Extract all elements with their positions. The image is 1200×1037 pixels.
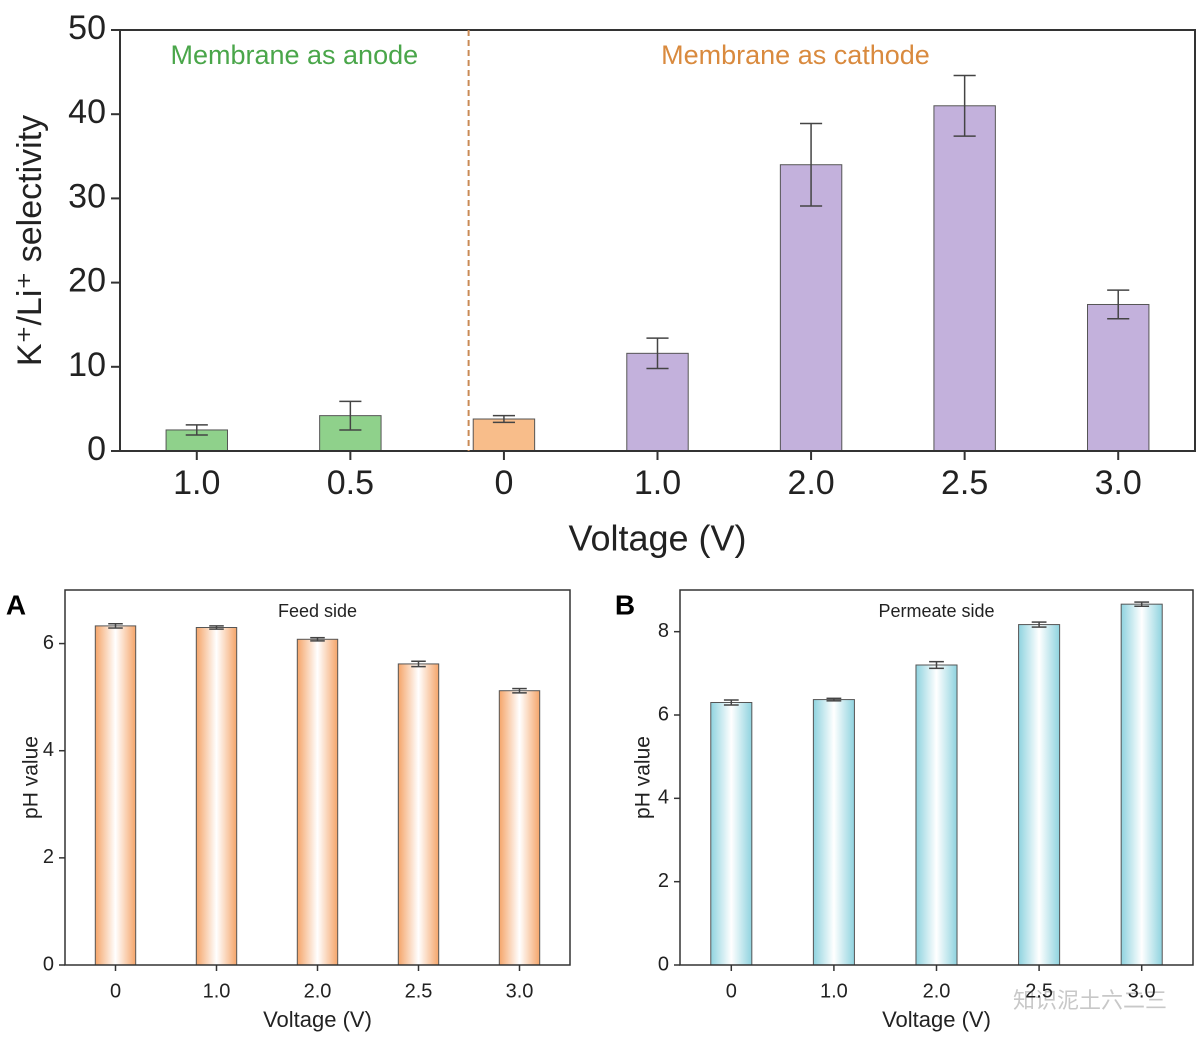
x-tick-label: 3.0 bbox=[1128, 980, 1156, 1002]
annotation: Feed side bbox=[278, 601, 357, 621]
bar bbox=[915, 664, 958, 966]
y-tick-label: 40 bbox=[68, 93, 106, 131]
x-tick-label: 1.0 bbox=[173, 464, 220, 502]
x-tick-label: 2.0 bbox=[923, 980, 951, 1002]
x-tick-label: 3.0 bbox=[1095, 464, 1142, 502]
bar bbox=[397, 663, 440, 966]
y-tick-label: 8 bbox=[658, 620, 669, 642]
x-axis-label: Voltage (V) bbox=[263, 1007, 372, 1032]
x-tick-label: 2.0 bbox=[787, 464, 834, 502]
y-tick-label: 2 bbox=[43, 846, 54, 868]
annotation: Membrane as cathode bbox=[661, 40, 930, 70]
error-bar bbox=[800, 122, 823, 207]
x-tick-label: 0 bbox=[494, 464, 513, 502]
bar bbox=[626, 352, 689, 452]
y-tick-label: 0 bbox=[87, 430, 106, 468]
error-bar bbox=[411, 660, 426, 668]
plot-frame bbox=[119, 29, 1196, 452]
bar bbox=[933, 105, 996, 452]
bar bbox=[195, 627, 238, 966]
y-tick-label: 20 bbox=[68, 262, 106, 300]
x-tick-label: 2.5 bbox=[1025, 980, 1053, 1002]
error-bar bbox=[953, 74, 976, 137]
y-tick-label: 4 bbox=[43, 739, 54, 761]
bar bbox=[296, 638, 339, 966]
x-tick-label: 2.5 bbox=[405, 980, 433, 1002]
error-bar bbox=[826, 697, 842, 702]
x-axis-label: Voltage (V) bbox=[568, 518, 746, 559]
bar bbox=[1018, 624, 1061, 966]
x-tick-label: 0 bbox=[110, 980, 121, 1002]
error-bar bbox=[108, 623, 123, 629]
bar bbox=[1120, 603, 1163, 966]
error-bar bbox=[310, 636, 325, 642]
error-bar bbox=[492, 414, 515, 424]
error-bar bbox=[646, 337, 669, 370]
x-tick-label: 0.5 bbox=[327, 464, 374, 502]
y-tick-label: 6 bbox=[658, 703, 669, 725]
panel-label: B bbox=[615, 589, 635, 620]
y-tick-label: 50 bbox=[68, 9, 106, 47]
y-tick-label: 2 bbox=[658, 870, 669, 892]
error-bar bbox=[929, 660, 944, 670]
y-tick-label: 0 bbox=[658, 953, 669, 975]
y-tick-label: 30 bbox=[68, 177, 106, 215]
watermark: 知识泥土六二三 bbox=[1013, 988, 1167, 1013]
bar bbox=[1087, 303, 1150, 452]
y-axis-label: pH value bbox=[632, 736, 655, 819]
y-tick-label: 4 bbox=[658, 787, 669, 809]
error-bar bbox=[1107, 289, 1130, 320]
x-tick-label: 1.0 bbox=[203, 980, 231, 1002]
error-bar bbox=[723, 699, 739, 706]
error-bar bbox=[1031, 621, 1047, 628]
plot-frame bbox=[64, 589, 571, 966]
x-tick-label: 2.5 bbox=[941, 464, 988, 502]
bar bbox=[498, 690, 541, 966]
x-axis-label: Voltage (V) bbox=[882, 1007, 991, 1032]
annotation: Membrane as anode bbox=[170, 40, 418, 70]
x-tick-label: 0 bbox=[726, 980, 737, 1002]
y-axis-label: K⁺/Li⁺ selectivity bbox=[11, 115, 49, 366]
annotation: Permeate side bbox=[878, 601, 994, 621]
bar bbox=[779, 164, 843, 452]
bar bbox=[94, 625, 137, 966]
error-bar bbox=[209, 625, 224, 630]
plot-frame bbox=[679, 589, 1194, 966]
error-bar bbox=[339, 400, 362, 431]
bar bbox=[710, 702, 753, 966]
y-tick-label: 10 bbox=[68, 346, 106, 384]
x-tick-label: 1.0 bbox=[820, 980, 848, 1002]
x-tick-label: 3.0 bbox=[506, 980, 534, 1002]
x-tick-label: 2.0 bbox=[304, 980, 332, 1002]
error-bar bbox=[185, 424, 208, 436]
y-axis-label: pH value bbox=[20, 736, 43, 819]
panel-label: A bbox=[6, 589, 26, 620]
y-tick-label: 6 bbox=[43, 632, 54, 654]
y-tick-label: 0 bbox=[43, 953, 54, 975]
bar bbox=[812, 699, 855, 966]
bar bbox=[472, 418, 536, 452]
error-bar bbox=[512, 687, 527, 694]
error-bar bbox=[1134, 601, 1150, 607]
x-tick-label: 1.0 bbox=[634, 464, 681, 502]
